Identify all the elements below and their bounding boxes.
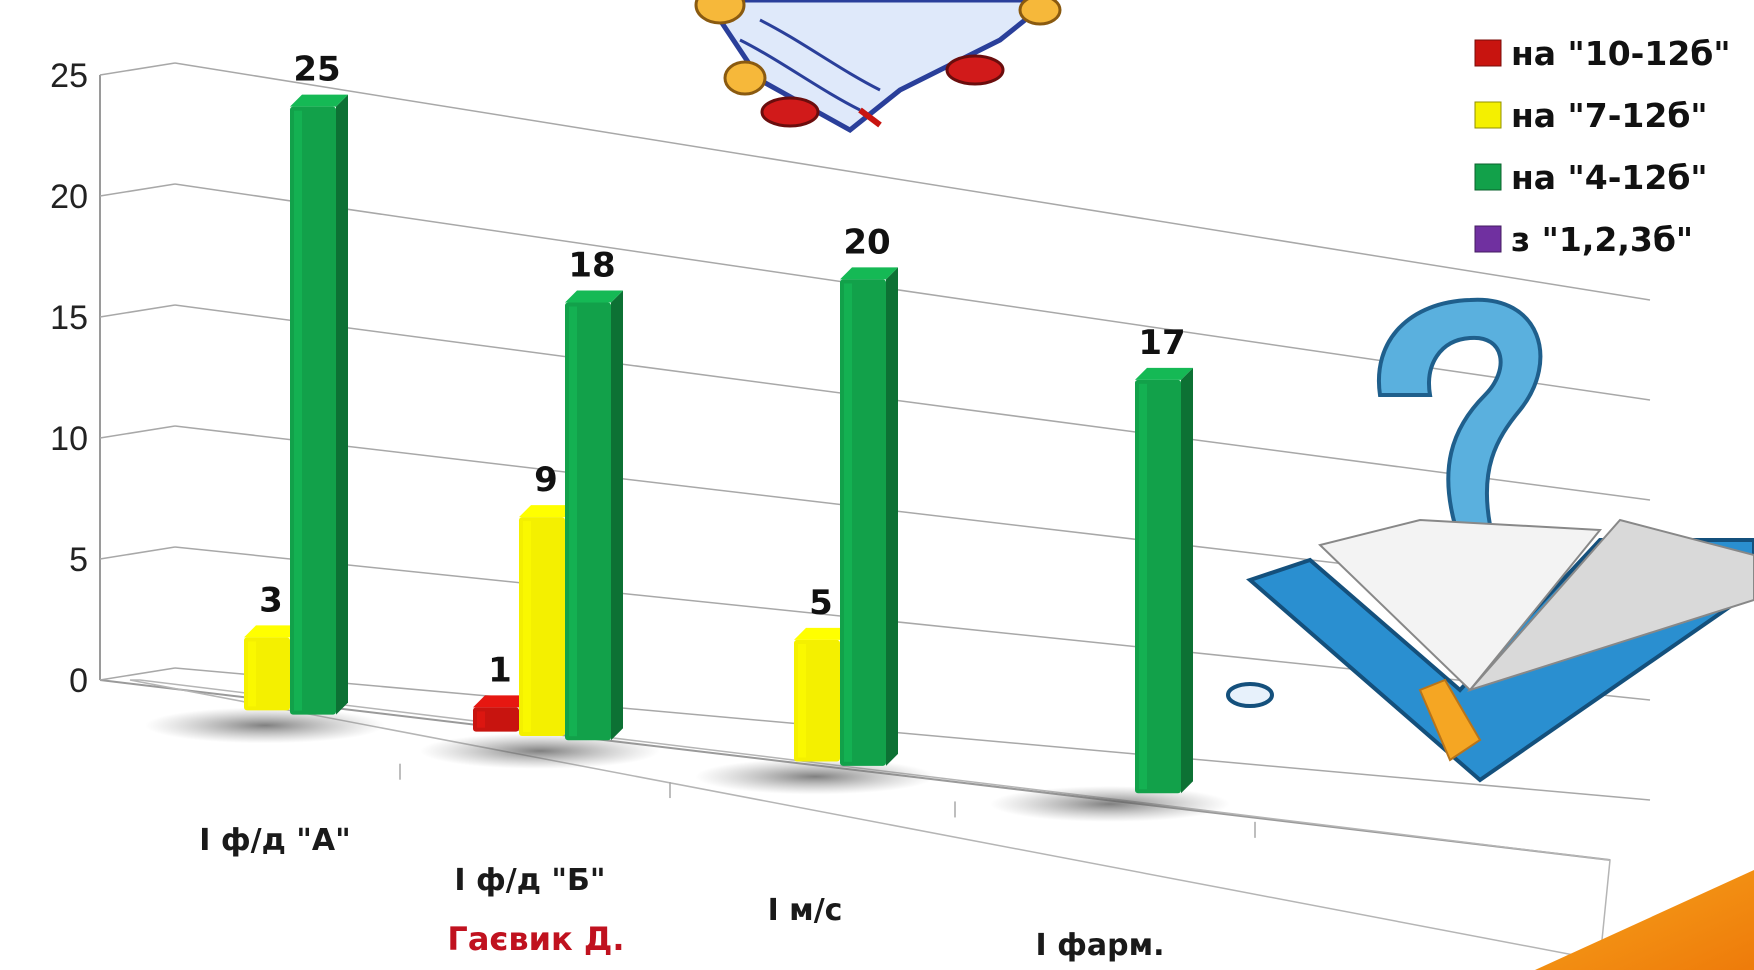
x-category-label: I фарм. — [1035, 928, 1164, 963]
data-label: 18 — [568, 245, 615, 285]
x-category-label: I ф/д "А" — [199, 823, 350, 858]
y-tick-label: 10 — [50, 420, 88, 458]
legend-label: на "7-12б" — [1511, 96, 1708, 135]
data-label: 3 — [259, 580, 283, 620]
y-tick-label: 25 — [50, 57, 88, 95]
bar — [840, 267, 898, 766]
y-tick-label: 20 — [50, 178, 88, 216]
gridline — [174, 667, 1651, 801]
cartoon-book-clipart — [694, 0, 1062, 133]
bar — [565, 290, 623, 741]
data-label: 20 — [843, 222, 890, 262]
data-label: 9 — [534, 460, 558, 500]
data-label: 5 — [809, 583, 833, 623]
legend-label: з "1,2,3б" — [1511, 220, 1693, 259]
bar-shadow — [990, 786, 1230, 822]
bars — [145, 94, 1230, 822]
y-axis-ticks: 0 5 10 15 20 25 — [50, 57, 88, 700]
y-tick-label: 0 — [69, 662, 88, 700]
bar-shadow — [695, 758, 935, 795]
legend-swatch — [1474, 39, 1502, 67]
bar — [290, 94, 348, 715]
gridline — [174, 304, 1651, 501]
x-category-label: I ф/д "Б" — [454, 863, 605, 898]
gridlines — [99, 62, 1651, 801]
data-label: 25 — [293, 50, 340, 90]
legend-swatch — [1474, 225, 1502, 253]
bar-shadow — [420, 732, 660, 769]
orange-corner-shape — [1535, 870, 1754, 970]
data-label: 17 — [1138, 323, 1185, 363]
x-axis-categories: I ф/д "А" I ф/д "Б" I м/с I фарм. — [199, 763, 1256, 963]
question-book-clipart — [1226, 297, 1754, 783]
y-tick-label: 5 — [69, 541, 88, 579]
legend-swatch — [1474, 163, 1502, 191]
legend-swatch — [1474, 101, 1502, 129]
legend-label: на "4-12б" — [1511, 158, 1708, 197]
bar — [1135, 367, 1193, 794]
annotation-name: Гаєвик Д. — [447, 920, 624, 958]
x-category-label: I м/с — [768, 893, 843, 928]
y-tick-label: 15 — [50, 299, 88, 337]
legend: на "10-12б" на "7-12б" на "4-12б" з "1,2,3б… — [1474, 34, 1731, 259]
legend-label: на "10-12б" — [1511, 34, 1731, 73]
bar-shadow — [145, 707, 385, 744]
data-label: 1 — [488, 650, 512, 690]
gridline — [174, 62, 1651, 301]
